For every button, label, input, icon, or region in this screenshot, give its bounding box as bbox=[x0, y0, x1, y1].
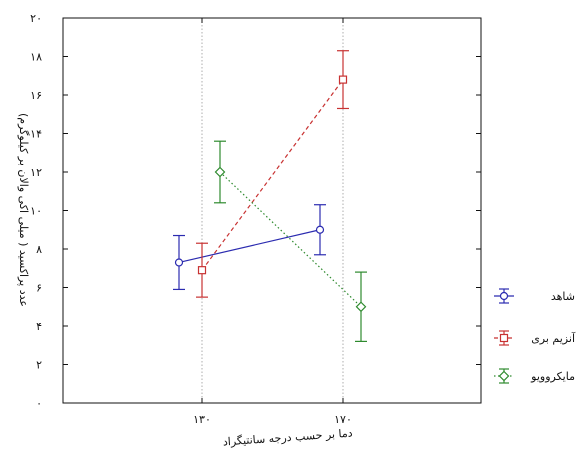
data-point bbox=[214, 166, 226, 178]
y-axis-title: عدد پراکسید ( میلی اکی والان بر کیلوگرم) bbox=[17, 113, 30, 307]
y-tick-label: ۱۲ bbox=[30, 166, 42, 179]
y-tick-label: ۴ bbox=[36, 320, 42, 333]
plot-area bbox=[62, 17, 482, 404]
x-tick-label: ۱۳۰ bbox=[193, 413, 211, 426]
data-point bbox=[315, 225, 325, 234]
y-tick-label: ۶ bbox=[36, 282, 42, 295]
axis-layer: ۰ ۲ ۴ ۶ ۸ ۱۰ ۱۲ ۱۴ ۱۶ ۱۸ ۲۰ ۱۳۰ ۱۷۰ bbox=[30, 12, 481, 426]
y-tick-label: ۱۶ bbox=[30, 89, 42, 102]
x-axis-title: دما بر حسب درجه سانتیگراد bbox=[222, 426, 353, 448]
legend-marker bbox=[499, 291, 509, 301]
legend-label: آنزیم بری bbox=[531, 331, 576, 345]
legend-label: مایکروویو bbox=[530, 370, 575, 383]
series-layer bbox=[173, 50, 367, 342]
y-tick-label: ۰ bbox=[36, 397, 42, 410]
legend: شاهد آنزیم بری مایکروویو bbox=[494, 288, 576, 384]
data-point bbox=[174, 258, 184, 267]
series-group bbox=[214, 140, 367, 342]
y-tick-label: ۲ bbox=[36, 359, 42, 372]
x-tick-label: ۱۷۰ bbox=[334, 413, 352, 426]
y-tick-label: ۸ bbox=[36, 243, 42, 256]
y-tick-label: ۱۸ bbox=[30, 51, 42, 64]
data-point bbox=[338, 75, 348, 84]
legend-label: شاهد bbox=[551, 290, 575, 303]
data-point bbox=[355, 301, 367, 313]
series-line bbox=[219, 171, 362, 308]
legend-marker bbox=[499, 333, 509, 343]
y-tick-label: ۱۰ bbox=[30, 205, 42, 218]
y-tick-label: ۱۴ bbox=[30, 128, 42, 141]
data-point bbox=[197, 266, 207, 275]
series-group bbox=[196, 50, 349, 298]
series-line bbox=[201, 79, 344, 271]
legend-marker bbox=[498, 370, 510, 382]
y-tick-label: ۲۰ bbox=[30, 12, 42, 25]
